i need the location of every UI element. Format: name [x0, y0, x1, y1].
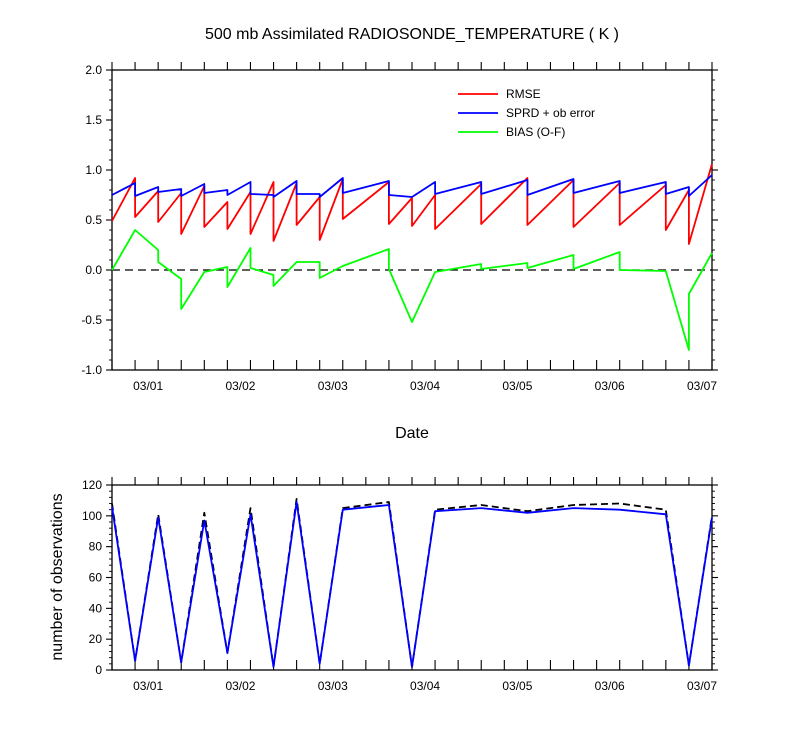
legend-label-sprd-ob-error: SPRD + ob error [506, 106, 595, 120]
y-tick-label: -0.5 [81, 313, 102, 327]
series-line-used [111, 501, 713, 668]
series-line-rmse [111, 163, 713, 245]
legend-label-rmse: RMSE [506, 87, 541, 101]
x-tick-label: 03/03 [318, 379, 348, 393]
x-tick-label: 03/03 [318, 679, 348, 693]
x-tick-label: 03/02 [225, 679, 255, 693]
bottom-series-group [111, 497, 713, 668]
series-line-sprd-ob-error [111, 174, 713, 198]
top-y-axis: -1.0 -0.5 0.0 0.5 1.0 1.5 2.0 [81, 63, 718, 377]
y-tick-label: 2.0 [85, 63, 102, 77]
y-tick-label: 60 [89, 571, 103, 585]
x-tick-label: 03/05 [502, 379, 532, 393]
series-line-bias-o-f [111, 229, 713, 351]
x-tick-label: 03/01 [133, 679, 163, 693]
x-tick-label: 03/06 [595, 379, 625, 393]
y-axis-title: number of observations [49, 493, 66, 660]
x-tick-label: 03/06 [595, 679, 625, 693]
y-tick-label: 20 [89, 632, 103, 646]
bottom-plot-frame [111, 484, 713, 671]
y-tick-label: 1.0 [85, 163, 102, 177]
x-tick-label: 03/02 [225, 379, 255, 393]
x-axis-title: Date [395, 425, 429, 442]
x-tick-label: 03/07 [687, 379, 717, 393]
y-tick-label: 1.5 [85, 113, 102, 127]
bottom-y-axis: 0 20 40 60 80 100 120 [82, 478, 718, 677]
y-tick-label: 100 [82, 509, 102, 523]
chart-title: 500 mb Assimilated RADIOSONDE_TEMPERATUR… [205, 26, 619, 43]
y-tick-label: -1.0 [81, 363, 102, 377]
x-tick-label: 03/04 [410, 679, 440, 693]
y-tick-label: 0.5 [85, 213, 102, 227]
x-tick-label: 03/05 [502, 679, 532, 693]
x-tick-label: 03/01 [133, 379, 163, 393]
top-series-group [111, 163, 713, 351]
top-x-axis: 03/01 03/02 03/03 03/04 03/05 03/06 03/07 [111, 62, 717, 393]
bottom-x-axis: 03/01 03/02 03/03 03/04 03/05 03/06 03/07 [111, 477, 717, 693]
x-tick-label: 03/04 [410, 379, 440, 393]
legend: RMSE SPRD + ob error BIAS (O-F) [458, 87, 595, 139]
legend-label-bias-o-f: BIAS (O-F) [506, 125, 565, 139]
y-tick-label: 0 [95, 663, 102, 677]
y-tick-label: 40 [89, 601, 103, 615]
series-line-possible [111, 497, 713, 668]
y-tick-label: 0.0 [85, 263, 102, 277]
y-tick-label: 80 [89, 540, 103, 554]
y-tick-label: 120 [82, 478, 102, 492]
top-chart: 500 mb Assimilated RADIOSONDE_TEMPERATUR… [81, 26, 718, 442]
x-tick-label: 03/07 [687, 679, 717, 693]
